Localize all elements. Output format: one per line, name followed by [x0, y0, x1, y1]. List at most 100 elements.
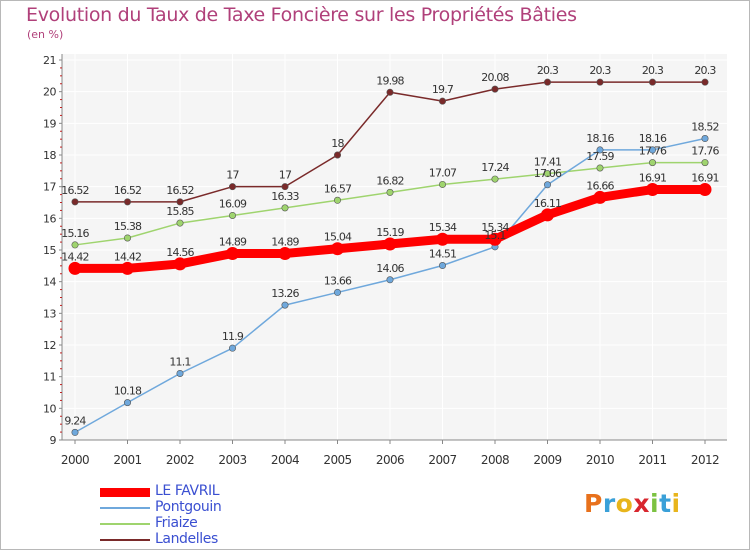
data-point — [436, 232, 449, 246]
x-tick-label: 2001 — [113, 453, 141, 467]
data-label: 17 — [226, 169, 239, 182]
data-point — [646, 183, 659, 197]
data-label: 14.89 — [271, 235, 299, 248]
data-point — [121, 261, 134, 275]
data-point — [71, 428, 79, 436]
data-label: 20.3 — [589, 64, 611, 77]
data-label: 10.18 — [114, 385, 142, 398]
legend-swatch — [100, 523, 150, 525]
data-point — [124, 399, 132, 407]
y-tick-label: 9 — [50, 434, 57, 447]
y-tick-label: 21 — [43, 54, 56, 67]
y-tick-label: 12 — [43, 339, 56, 352]
data-label: 15.04 — [324, 231, 352, 244]
data-label: 9.24 — [64, 414, 86, 427]
data-label: 19.98 — [376, 74, 404, 87]
data-label: 16.91 — [639, 172, 667, 185]
logo-letter: t — [659, 489, 672, 518]
data-label: 18 — [331, 137, 344, 150]
data-label: 13.66 — [324, 274, 352, 287]
x-tick-label: 2010 — [586, 453, 614, 467]
data-point — [488, 232, 502, 246]
y-tick-label: 13 — [43, 307, 56, 320]
data-point — [648, 159, 656, 167]
legend-label: LE FAVRIL — [155, 483, 220, 499]
data-label: 16.52 — [114, 184, 142, 197]
data-point — [331, 242, 344, 256]
data-point — [124, 234, 132, 242]
data-label: 17 — [279, 169, 292, 182]
x-tick-label: 2003 — [218, 453, 246, 467]
data-label: 18.16 — [639, 132, 667, 145]
data-label: 15.34 — [429, 221, 457, 234]
data-label: 20.08 — [481, 71, 509, 84]
x-tick-label: 2005 — [323, 453, 351, 467]
data-label: 14.51 — [429, 248, 457, 261]
x-tick-label: 2007 — [428, 453, 456, 467]
data-point — [648, 146, 656, 154]
data-point — [543, 78, 551, 86]
legend-label: Friaize — [155, 515, 198, 531]
data-label: 17.07 — [429, 166, 457, 179]
data-point — [596, 164, 604, 172]
x-tick-label: 2012 — [691, 453, 719, 467]
logo-letter: i — [650, 489, 660, 518]
data-label: 15.19 — [376, 226, 404, 239]
y-tick-label: 10 — [43, 402, 56, 415]
data-point — [71, 198, 79, 206]
data-point — [383, 237, 397, 251]
data-label: 19.7 — [432, 83, 454, 96]
logo-letter: o — [615, 489, 634, 518]
data-label: 16.82 — [376, 174, 404, 187]
data-point — [541, 208, 554, 222]
data-label: 15.38 — [114, 220, 142, 233]
data-point — [229, 344, 237, 352]
data-point — [226, 246, 239, 260]
data-label: 13.26 — [271, 287, 299, 300]
data-point — [543, 181, 551, 189]
data-point — [701, 78, 709, 86]
data-point — [229, 183, 237, 191]
y-tick-label: 18 — [43, 149, 56, 162]
data-point — [596, 78, 604, 86]
logo-letter: x — [633, 489, 650, 518]
data-label: 16.11 — [534, 197, 562, 210]
data-label: 18.52 — [691, 121, 719, 134]
data-point — [701, 159, 709, 167]
y-tick-label: 17 — [43, 181, 56, 194]
y-tick-label: 15 — [43, 244, 56, 257]
data-label: 18.16 — [586, 132, 614, 145]
logo-letter: i — [671, 489, 681, 518]
data-point — [176, 369, 184, 377]
data-label: 15.1 — [484, 229, 505, 242]
data-label: 20.3 — [537, 64, 559, 77]
data-label: 15.16 — [61, 227, 89, 240]
data-point — [176, 219, 184, 227]
data-point — [698, 183, 712, 197]
legend-swatch — [100, 507, 150, 509]
data-point — [386, 188, 394, 196]
data-point — [701, 135, 709, 143]
data-label: 17.06 — [534, 167, 562, 180]
data-point — [491, 85, 499, 93]
data-point — [176, 198, 184, 206]
data-point — [386, 276, 394, 284]
data-point — [438, 262, 446, 270]
x-tick-label: 2000 — [61, 453, 89, 467]
data-label: 15.34 — [481, 221, 509, 234]
data-point — [281, 183, 289, 191]
x-tick-label: 2009 — [533, 453, 561, 467]
data-point — [386, 88, 394, 96]
data-label: 14.42 — [114, 250, 142, 263]
data-label: 20.3 — [642, 64, 664, 77]
data-point — [281, 301, 289, 309]
data-point — [333, 196, 341, 204]
y-tick-label: 16 — [43, 212, 56, 225]
data-point — [593, 190, 607, 204]
data-label: 15.85 — [166, 205, 194, 218]
chart-title: Evolution du Taux de Taxe Foncière sur l… — [26, 4, 577, 26]
data-point — [281, 204, 289, 212]
data-point — [229, 211, 237, 219]
y-tick-label: 19 — [43, 117, 56, 130]
